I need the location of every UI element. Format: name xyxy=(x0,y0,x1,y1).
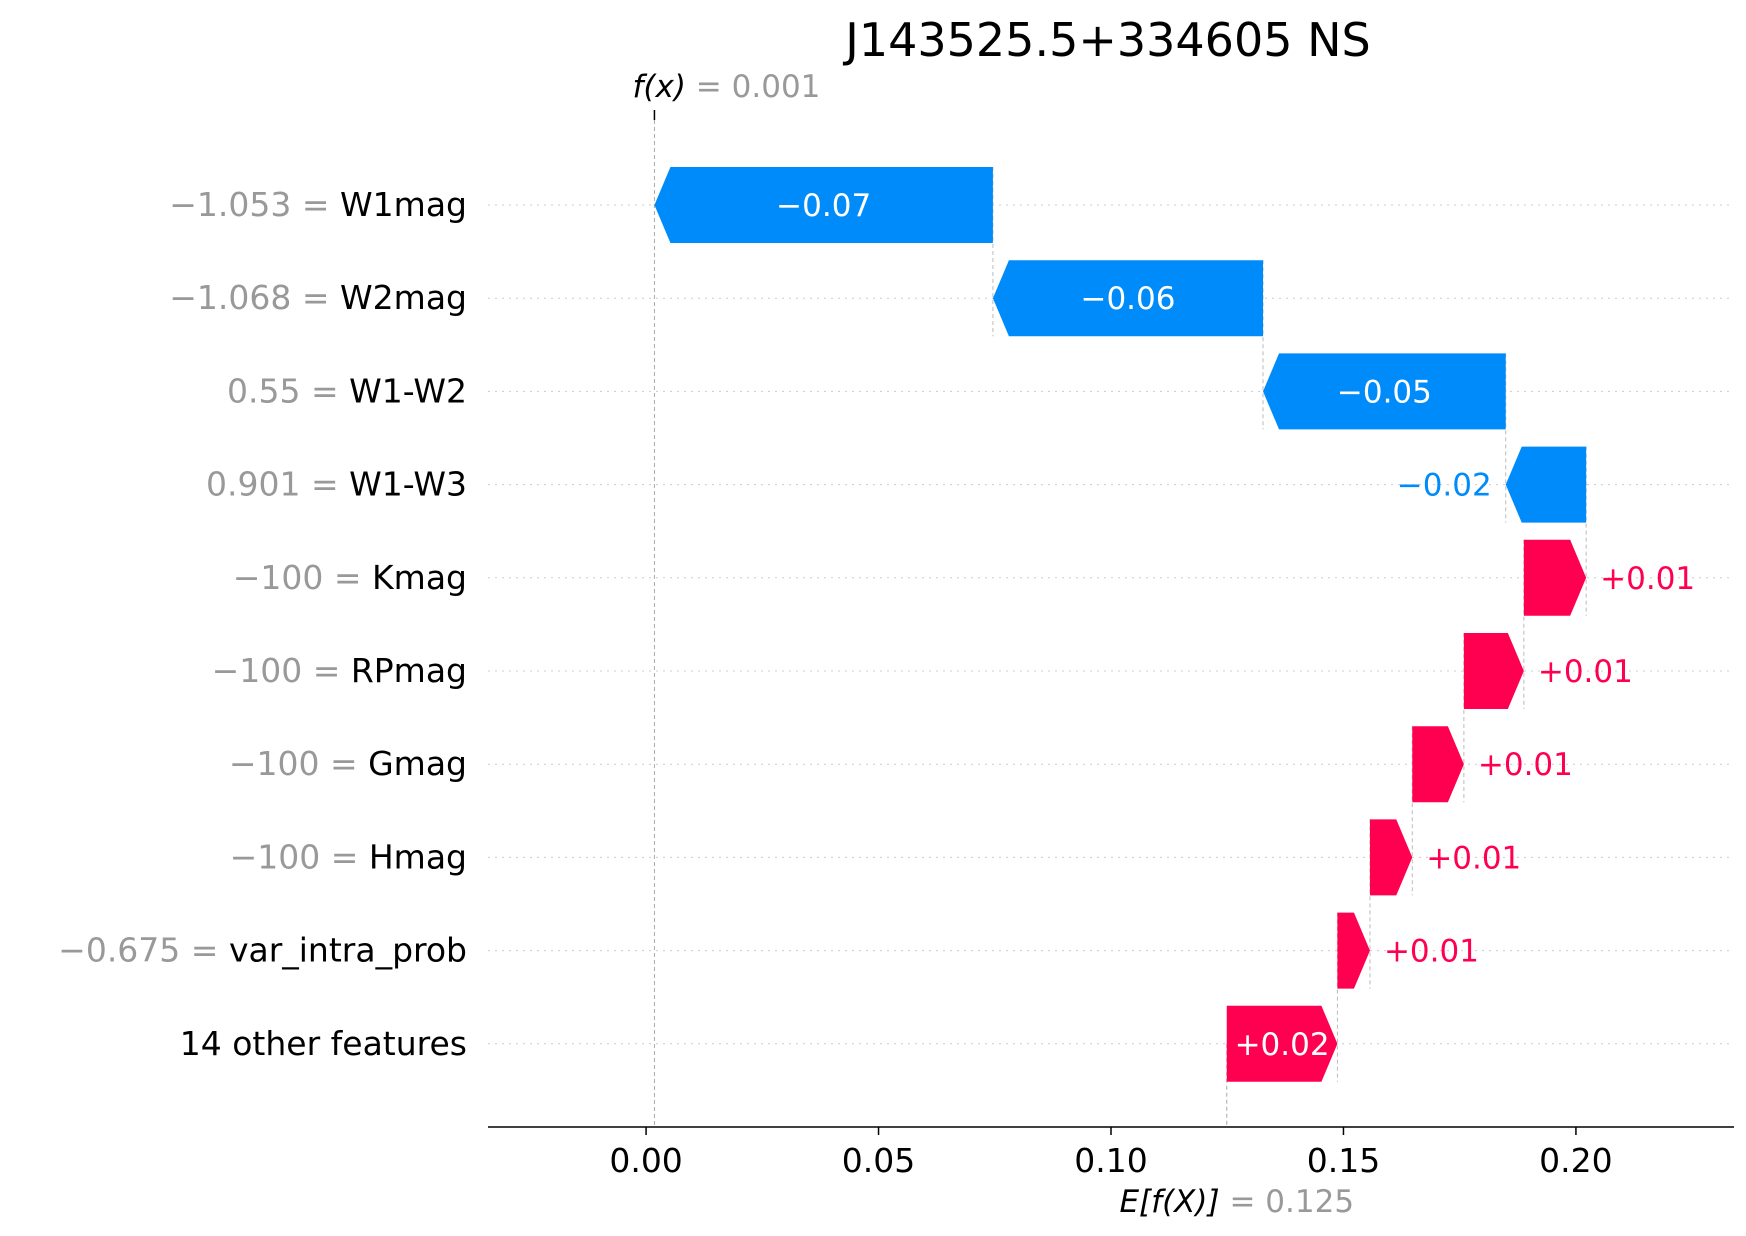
feature-label: −1.068 = W2mag xyxy=(169,278,467,317)
feature-value: −100 xyxy=(230,837,321,876)
feature-label: −100 = RPmag xyxy=(212,651,467,690)
bar-value-label: +0.01 xyxy=(1478,747,1573,783)
ex-equals: = xyxy=(1229,1184,1265,1220)
ex-value: 0.125 xyxy=(1265,1184,1354,1220)
waterfall-bar xyxy=(1463,633,1524,709)
bar-value-label: −0.05 xyxy=(1337,374,1432,410)
waterfall-bar xyxy=(1337,912,1370,989)
x-tick-label: 0.20 xyxy=(1539,1141,1612,1180)
feature-value: −0.675 xyxy=(58,931,180,970)
feature-value: 0.55 xyxy=(227,371,300,410)
bar-labels: −0.07 −0.06 −0.05 −0.02 +0.01 +0.01 +0.01 +0.01… xyxy=(776,188,1695,1063)
bar-value-label: +0.01 xyxy=(1600,561,1695,597)
x-ticks: 0.00 0.05 0.10 0.15 0.20 xyxy=(609,1127,1613,1180)
feature-label: −1.053 = W1mag xyxy=(169,185,467,224)
feature-name: 14 other features xyxy=(180,1024,467,1063)
feature-value: −100 xyxy=(233,558,324,597)
fx-symbol: f(x) xyxy=(632,69,685,105)
feature-value: −1.068 xyxy=(169,278,291,317)
waterfall-bar xyxy=(1263,353,1506,430)
feature-name: W1-W3 xyxy=(349,465,467,504)
waterfall-bar xyxy=(1523,539,1587,616)
feature-equals: = xyxy=(291,185,340,224)
ex-symbol: E[f(X)] xyxy=(1119,1184,1219,1220)
feature-equals: = xyxy=(302,651,351,690)
bars xyxy=(654,167,1587,1082)
feature-name: RPmag xyxy=(351,651,467,690)
feature-equals: = xyxy=(301,371,350,410)
bar-value-label: +0.01 xyxy=(1384,934,1479,970)
waterfall-bar xyxy=(992,260,1264,337)
fx-equals: = xyxy=(696,69,732,105)
waterfall-bar xyxy=(1505,446,1587,523)
waterfall-bar xyxy=(1369,819,1413,896)
feature-name: Hmag xyxy=(369,837,467,876)
feature-name: W1-W2 xyxy=(349,371,467,410)
bar-value-label: −0.02 xyxy=(1397,468,1492,504)
waterfall-bar xyxy=(1412,726,1464,803)
feature-equals: = xyxy=(291,278,340,317)
feature-name: Gmag xyxy=(368,744,467,783)
x-tick-label: 0.10 xyxy=(1074,1141,1147,1180)
feature-value: −100 xyxy=(229,744,320,783)
bar-value-label: −0.07 xyxy=(776,188,871,224)
fx-value: 0.001 xyxy=(732,69,821,105)
bar-value-label: +0.02 xyxy=(1235,1027,1330,1063)
feature-equals: = xyxy=(180,931,229,970)
x-axis: 0.00 0.05 0.10 0.15 0.20 xyxy=(488,1126,1734,1180)
feature-equals: = xyxy=(320,837,369,876)
bar-value-label: +0.01 xyxy=(1426,840,1521,876)
ex-label: E[f(X)] = 0.125 xyxy=(1119,1184,1354,1220)
x-tick-label: 0.00 xyxy=(609,1141,682,1180)
feature-label: −100 = Hmag xyxy=(230,837,467,876)
feature-label: 0.901 = W1-W3 xyxy=(206,465,467,504)
feature-value: −1.053 xyxy=(169,185,291,224)
chart-title: J143525.5+334605 NS xyxy=(842,13,1370,67)
waterfall-bar xyxy=(1226,1005,1338,1082)
bar-value-label: −0.06 xyxy=(1080,281,1175,317)
feature-equals: = xyxy=(323,558,372,597)
feature-name: Kmag xyxy=(372,558,467,597)
feature-label: 14 other features xyxy=(180,1024,467,1063)
waterfall-bar xyxy=(654,167,993,243)
x-tick-label: 0.05 xyxy=(842,1141,915,1180)
feature-name: W1mag xyxy=(340,185,467,224)
feature-value: −100 xyxy=(212,651,303,690)
feature-equals: = xyxy=(319,744,368,783)
feature-label: −100 = Kmag xyxy=(233,558,467,597)
fx-label: f(x) = 0.001 xyxy=(632,69,820,105)
feature-value: 0.901 xyxy=(206,465,300,504)
fx-annotation: f(x) = 0.001 xyxy=(632,69,820,120)
feature-equals: = xyxy=(301,465,350,504)
x-tick-label: 0.15 xyxy=(1307,1141,1380,1180)
bar-value-label: +0.01 xyxy=(1538,654,1633,690)
feature-label: 0.55 = W1-W2 xyxy=(227,371,467,410)
feature-name: W2mag xyxy=(340,278,467,317)
feature-labels: −1.053 = W1mag −1.068 = W2mag 0.55 = W1-W2… xyxy=(58,185,467,1063)
feature-label: −0.675 = var_intra_prob xyxy=(58,931,467,970)
feature-label: −100 = Gmag xyxy=(229,744,467,783)
feature-name: var_intra_prob xyxy=(229,931,467,970)
